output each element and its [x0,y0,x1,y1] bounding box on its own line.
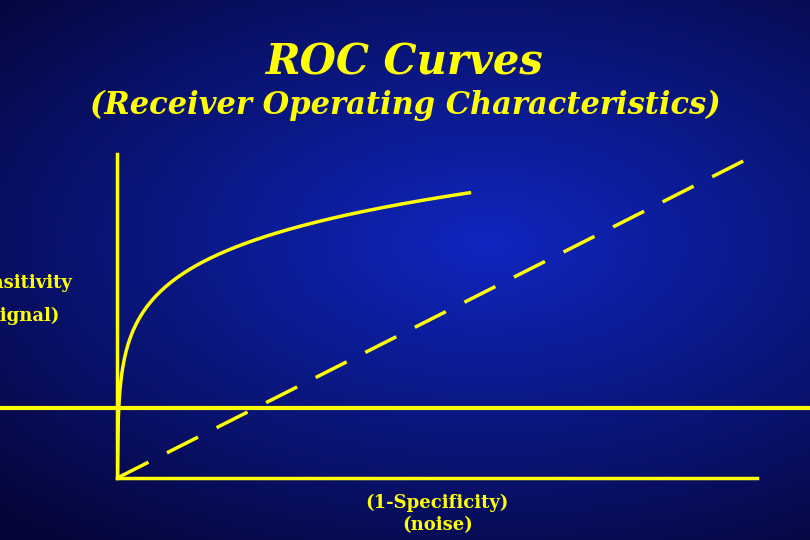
Text: (1-Specificity): (1-Specificity) [365,494,509,512]
Text: (signal): (signal) [0,307,59,325]
Text: (noise): (noise) [402,516,473,534]
Text: Sensitivity: Sensitivity [0,274,73,293]
Text: (Receiver Operating Characteristics): (Receiver Operating Characteristics) [90,90,720,121]
Text: ROC Curves: ROC Curves [266,41,544,83]
